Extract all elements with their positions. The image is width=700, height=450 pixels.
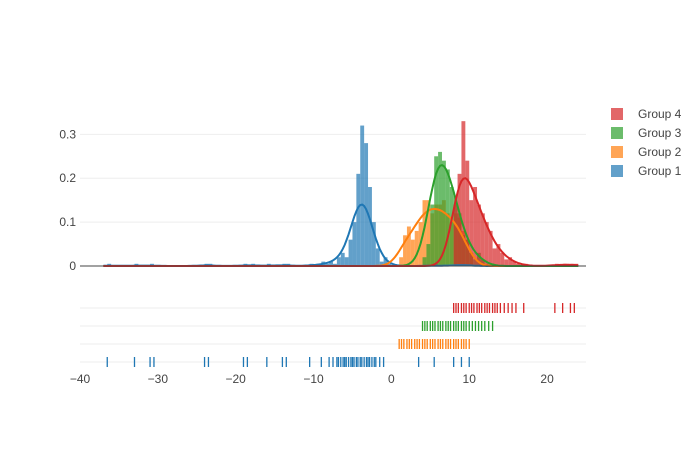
group-4-histogram-bar [496, 244, 501, 266]
histogram-layer [107, 121, 579, 267]
group-1-histogram-bar [344, 257, 349, 266]
legend-label: Group 4 [638, 107, 682, 121]
y-tick-label: 0 [69, 259, 76, 273]
group-1-histogram-bar [375, 248, 380, 266]
x-tick-label: 10 [463, 372, 477, 386]
group-2-histogram-bar [406, 226, 411, 266]
axis-layer: 0 0.1 0.2 0.3 −40 −30 −20 −10 0 10 20 [59, 127, 586, 386]
legend-swatch [611, 146, 623, 158]
group-4-histogram-bar [504, 259, 509, 266]
group-1-histogram-bar [368, 187, 372, 266]
group-2-histogram-bar [414, 230, 419, 266]
group-4-histogram-bar [457, 173, 462, 266]
group-4-histogram-bar [500, 252, 505, 266]
group-2-histogram-bar [426, 200, 431, 266]
y-tick-label: 0.2 [59, 171, 76, 185]
group-1-histogram-bar [387, 263, 392, 266]
group-3-histogram-bar [449, 187, 454, 266]
group-4-histogram-bar [453, 204, 458, 266]
grid-layer [80, 133, 586, 363]
legend[interactable]: Group 4 Group 3 Group 2 Group 1 [611, 107, 682, 178]
legend-swatch [611, 127, 623, 139]
legend-swatch [611, 165, 623, 177]
group-1-histogram-bar [340, 252, 345, 266]
group-4-histogram-bar [461, 121, 466, 267]
group-4-histogram-bar [477, 204, 481, 266]
group-3-histogram-bar [426, 244, 431, 266]
y-tick-label: 0.1 [59, 215, 76, 229]
group-3-histogram-bar [430, 204, 435, 266]
legend-item-group-4[interactable]: Group 4 [611, 107, 682, 121]
group-1-histogram-bar [356, 173, 361, 266]
group-1-histogram-bar [329, 261, 333, 266]
group-1-histogram-bar [333, 263, 337, 266]
group-4-histogram-bar [484, 222, 489, 266]
group-4-histogram-bar [465, 160, 470, 266]
group-1-histogram-bar [364, 143, 369, 266]
group-1-histogram-bar [383, 257, 388, 266]
group-4-histogram-bar [480, 213, 485, 266]
group-3-histogram-bar [422, 257, 427, 266]
group-4-histogram-bar [512, 261, 516, 266]
x-tick-label: −30 [148, 372, 169, 386]
group-2-histogram-bar [399, 257, 404, 266]
legend-label: Group 2 [638, 145, 682, 159]
legend-swatch [611, 108, 623, 120]
x-tick-label: 0 [388, 372, 395, 386]
group-1-histogram-bar [348, 239, 353, 266]
group-4-histogram-bar [492, 248, 497, 266]
legend-label: Group 3 [638, 126, 682, 140]
x-tick-label: −10 [303, 372, 324, 386]
group-1-histogram-bar [336, 257, 341, 266]
group-3-histogram-bar [434, 156, 439, 266]
group-2-histogram-bar [403, 235, 407, 266]
group-3-histogram-bar [438, 151, 442, 266]
legend-label: Group 1 [638, 164, 682, 178]
group-2-histogram-bar [410, 239, 415, 266]
group-4-histogram-bar [515, 263, 520, 266]
legend-item-group-2[interactable]: Group 2 [611, 145, 682, 159]
group-4-histogram-bar [473, 187, 478, 266]
kde-layer [103, 164, 579, 267]
legend-item-group-3[interactable]: Group 3 [611, 126, 682, 140]
legend-item-group-1[interactable]: Group 1 [611, 164, 682, 178]
group-1-histogram-bar [360, 125, 365, 266]
x-tick-label: −20 [226, 372, 247, 386]
group-4-histogram-bar [508, 257, 513, 266]
rug-layer [106, 303, 575, 367]
group-3-histogram-bar [445, 169, 450, 266]
x-tick-label: −40 [70, 372, 91, 386]
group-1-histogram-bar [371, 222, 376, 266]
x-tick-label: 20 [540, 372, 554, 386]
y-tick-label: 0.3 [59, 127, 76, 141]
group-4-histogram-bar [469, 200, 474, 266]
group-2-histogram-bar [422, 200, 427, 266]
group-1-histogram-bar [325, 263, 330, 266]
group-1-histogram-bar [352, 222, 357, 266]
group-4-histogram-bar [488, 230, 493, 266]
group-1-histogram-bar [379, 261, 384, 266]
